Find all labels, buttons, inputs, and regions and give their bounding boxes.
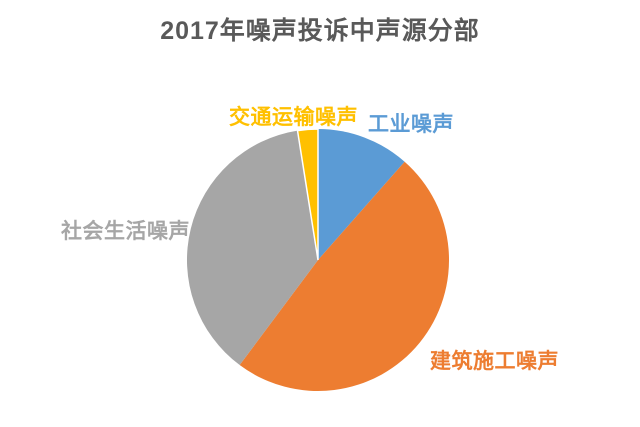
pie-slice-construction-noise <box>239 161 450 392</box>
pie-slice-social-life-noise <box>186 130 318 366</box>
label-social-life-noise: 社会生活噪声 <box>61 220 190 243</box>
label-industrial-noise: 工业噪声 <box>368 113 454 136</box>
label-construction-noise: 建筑施工噪声 <box>430 350 559 373</box>
chart-title: 2017年噪声投诉中声源分部 <box>160 17 480 45</box>
label-traffic-noise: 交通运输噪声 <box>229 106 358 129</box>
pie-slice-industrial-noise <box>318 129 405 260</box>
pie-slice-traffic-noise <box>296 128 319 261</box>
